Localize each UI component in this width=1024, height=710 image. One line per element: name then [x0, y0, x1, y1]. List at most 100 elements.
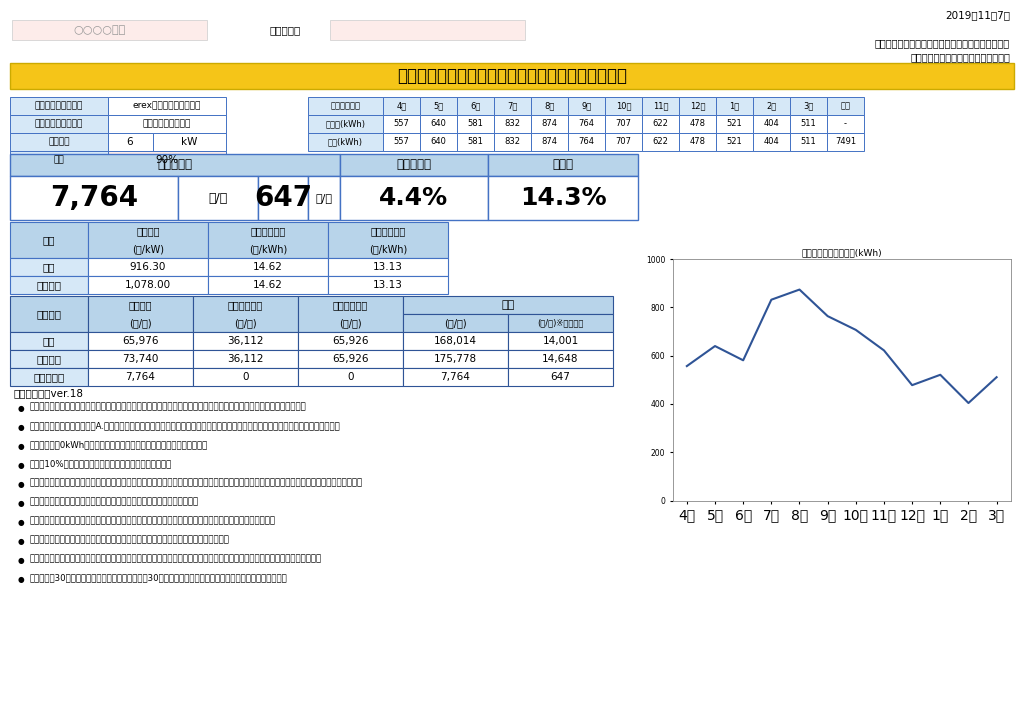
- Bar: [403, 350, 508, 368]
- Text: (円/年): (円/年): [129, 318, 152, 328]
- Text: 本ご契約プランに関しては、A.ご利用開始申込書の裏面をご確認いただき、同書面＿表面のご署名欄へのご署名をお願いいたします。: 本ご契約プランに関しては、A.ご利用開始申込書の裏面をご確認いただき、同書面＿表…: [30, 421, 341, 430]
- Text: 764: 764: [579, 119, 595, 129]
- Text: 4月: 4月: [396, 102, 407, 111]
- Bar: [605, 115, 642, 133]
- Text: ご注意事項＿ver.18: ご注意事項＿ver.18: [14, 388, 84, 398]
- Text: 14.62: 14.62: [253, 262, 283, 272]
- Text: 他季従量料金: 他季従量料金: [371, 226, 406, 236]
- Text: 基本料金: 基本料金: [136, 226, 160, 236]
- Bar: [790, 115, 827, 133]
- Text: 478: 478: [689, 138, 706, 146]
- Bar: [403, 296, 613, 314]
- Bar: [330, 20, 525, 40]
- Text: 現在のご契約プラン: 現在のご契約プラン: [35, 119, 83, 129]
- Text: ●: ●: [18, 404, 25, 413]
- Text: 65,926: 65,926: [332, 336, 369, 346]
- Bar: [642, 133, 679, 151]
- Text: 521: 521: [727, 119, 742, 129]
- Bar: [108, 115, 226, 133]
- Bar: [108, 151, 226, 169]
- Text: 2019年11月7日: 2019年11月7日: [945, 10, 1010, 20]
- Text: 707: 707: [615, 138, 632, 146]
- Text: 12月: 12月: [690, 102, 706, 111]
- Bar: [420, 133, 457, 151]
- Text: 622: 622: [652, 119, 669, 129]
- Bar: [308, 133, 383, 151]
- Text: ご使用場所: ご使用場所: [270, 25, 301, 35]
- Bar: [193, 368, 298, 386]
- Text: ●: ●: [18, 575, 25, 584]
- Bar: [679, 115, 716, 133]
- Bar: [10, 97, 108, 115]
- Bar: [10, 368, 88, 386]
- Bar: [605, 133, 642, 151]
- Bar: [298, 332, 403, 350]
- Text: 5月: 5月: [433, 102, 443, 111]
- Text: 契約電力に対して使用電力量が多い場合（右表参照）、電気料金が関西電力のものと比べて高くなる可能性があります。: 契約電力に対して使用電力量が多い場合（右表参照）、電気料金が関西電力のものと比べ…: [30, 402, 307, 411]
- Bar: [298, 350, 403, 368]
- Text: 511: 511: [801, 119, 816, 129]
- Text: 合計: 合計: [502, 300, 515, 310]
- Bar: [88, 332, 193, 350]
- Text: 73,740: 73,740: [122, 354, 159, 364]
- Text: お客様使用量: お客様使用量: [331, 102, 360, 111]
- Bar: [10, 332, 88, 350]
- Bar: [642, 115, 679, 133]
- Text: 581: 581: [468, 138, 483, 146]
- Text: (円/月)※通年平均: (円/月)※通年平均: [538, 319, 584, 327]
- Text: ●: ●: [18, 556, 25, 565]
- Bar: [531, 133, 568, 151]
- Bar: [568, 133, 605, 151]
- Text: 647: 647: [551, 372, 570, 382]
- Text: このシミュレーションは参考値ですので、お客様のご使用状況が変わった場合、各試算結果が変わります。: このシミュレーションは参考値ですので、お客様のご使用状況が変わった場合、各試算結…: [30, 516, 276, 525]
- Bar: [383, 115, 420, 133]
- Text: 90%: 90%: [156, 155, 178, 165]
- Bar: [508, 350, 613, 368]
- Bar: [193, 350, 298, 368]
- Text: 2月: 2月: [766, 102, 776, 111]
- Bar: [340, 176, 488, 220]
- Bar: [383, 97, 420, 115]
- Text: 511: 511: [801, 138, 816, 146]
- Text: 使用電力量が0kWhとなる月は、基本料金を半額とさせていただきます。: 使用電力量が0kWhとなる月は、基本料金を半額とさせていただきます。: [30, 440, 208, 449]
- Text: 557: 557: [393, 138, 410, 146]
- Bar: [457, 115, 494, 133]
- Bar: [193, 332, 298, 350]
- Text: モリカワのでんき・株式会社モリカワ: モリカワのでんき・株式会社モリカワ: [910, 52, 1010, 62]
- Bar: [457, 133, 494, 151]
- Text: ○○○○　様: ○○○○ 様: [74, 25, 126, 35]
- Bar: [328, 258, 449, 276]
- Bar: [153, 133, 226, 151]
- Text: 874: 874: [542, 138, 557, 146]
- Text: 推定削減額: 推定削減額: [34, 372, 65, 382]
- Text: 関西電力＿低圧電力: 関西電力＿低圧電力: [142, 119, 191, 129]
- Text: イーレックス・スパーク・マーケティング株式会社: イーレックス・スパーク・マーケティング株式会社: [874, 38, 1010, 48]
- Bar: [679, 97, 716, 115]
- Bar: [88, 368, 193, 386]
- Text: 640: 640: [430, 138, 446, 146]
- Text: 478: 478: [689, 119, 706, 129]
- Text: ●: ●: [18, 480, 25, 489]
- Bar: [10, 176, 178, 220]
- Bar: [568, 115, 605, 133]
- Bar: [494, 133, 531, 151]
- Bar: [328, 276, 449, 294]
- Text: erexグループ＿低圧電力: erexグループ＿低圧電力: [133, 102, 201, 111]
- Text: 0: 0: [347, 372, 353, 382]
- Bar: [531, 115, 568, 133]
- Bar: [716, 97, 753, 115]
- Text: (円/年): (円/年): [339, 318, 361, 328]
- Text: 弊社＿ご契約プラン: 弊社＿ご契約プラン: [35, 102, 83, 111]
- Text: 622: 622: [652, 138, 669, 146]
- Text: 力率: 力率: [53, 155, 65, 165]
- Bar: [10, 258, 88, 276]
- Text: 874: 874: [542, 119, 557, 129]
- Title: 月々の推定使用電力量(kWh): 月々の推定使用電力量(kWh): [802, 248, 882, 257]
- Text: 電気料金シミュレーション＿近畿エリア＿低圧電力: 電気料金シミュレーション＿近畿エリア＿低圧電力: [397, 67, 627, 85]
- Bar: [208, 258, 328, 276]
- Text: (円/kW): (円/kW): [132, 244, 164, 254]
- Bar: [10, 133, 108, 151]
- Bar: [457, 97, 494, 115]
- Bar: [88, 258, 208, 276]
- Bar: [10, 151, 108, 169]
